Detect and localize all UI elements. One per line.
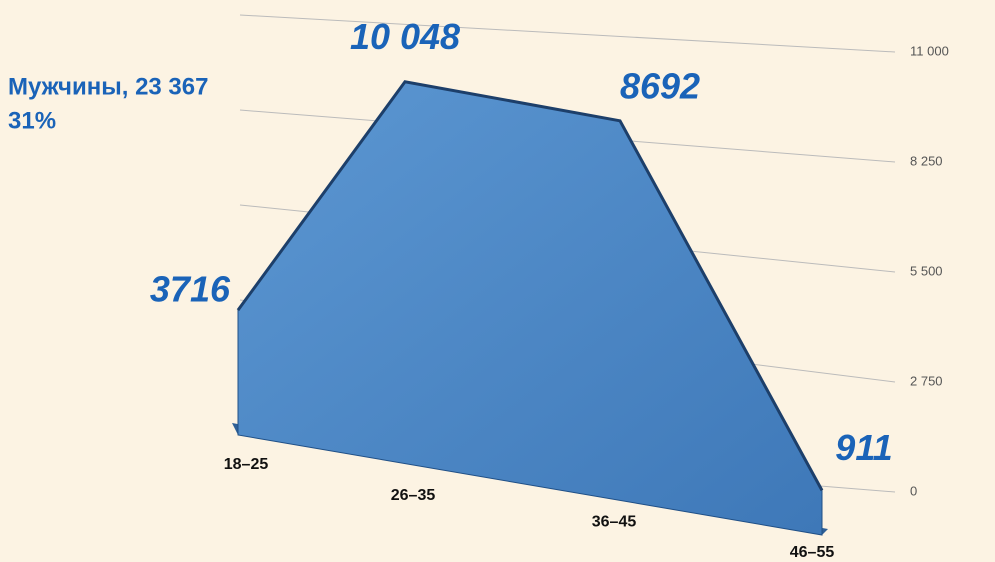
y-tick-label: 11 000 <box>910 43 949 58</box>
y-tick-label: 2 750 <box>910 373 943 388</box>
data-label: 10 048 <box>350 16 460 57</box>
chart-title: Мужчины, 23 367 <box>8 73 208 100</box>
y-tick-label: 0 <box>910 483 917 498</box>
y-tick-label: 5 500 <box>910 263 943 278</box>
grid-line <box>819 485 896 493</box>
grid-line <box>239 14 896 53</box>
data-label: 8692 <box>620 65 700 106</box>
y-tick-label: 8 250 <box>910 153 943 168</box>
chart-subtitle: 31% <box>8 107 56 134</box>
x-tick-label: 26–35 <box>391 487 436 504</box>
area-edge <box>236 80 824 492</box>
x-tick-label: 46–55 <box>790 544 835 561</box>
x-tick-label: 36–45 <box>592 514 637 531</box>
data-label: 3716 <box>150 269 231 310</box>
data-label: 911 <box>835 427 892 468</box>
x-tick-label: 18–25 <box>224 456 269 473</box>
